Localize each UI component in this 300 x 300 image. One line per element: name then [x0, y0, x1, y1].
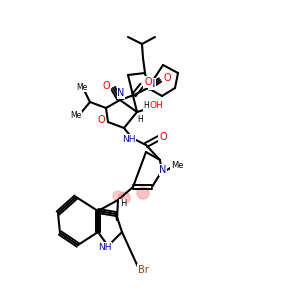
Text: O: O — [97, 115, 105, 125]
Text: Me: Me — [76, 82, 88, 91]
Circle shape — [118, 192, 130, 204]
Text: Br: Br — [138, 265, 148, 275]
Text: O: O — [144, 77, 152, 87]
Text: OH: OH — [149, 101, 163, 110]
Text: N: N — [148, 79, 156, 89]
Text: H: H — [120, 200, 126, 208]
Text: N: N — [117, 88, 125, 98]
Circle shape — [137, 187, 149, 199]
Text: N: N — [159, 165, 167, 175]
Circle shape — [113, 191, 123, 201]
Text: O: O — [159, 132, 167, 142]
Text: Me: Me — [70, 112, 82, 121]
Text: O: O — [102, 81, 110, 91]
Text: O: O — [163, 73, 171, 83]
Text: NH: NH — [122, 134, 136, 143]
Text: H: H — [137, 116, 143, 124]
Text: NH: NH — [98, 242, 112, 251]
Text: H: H — [143, 101, 149, 110]
Text: Me: Me — [171, 160, 183, 169]
